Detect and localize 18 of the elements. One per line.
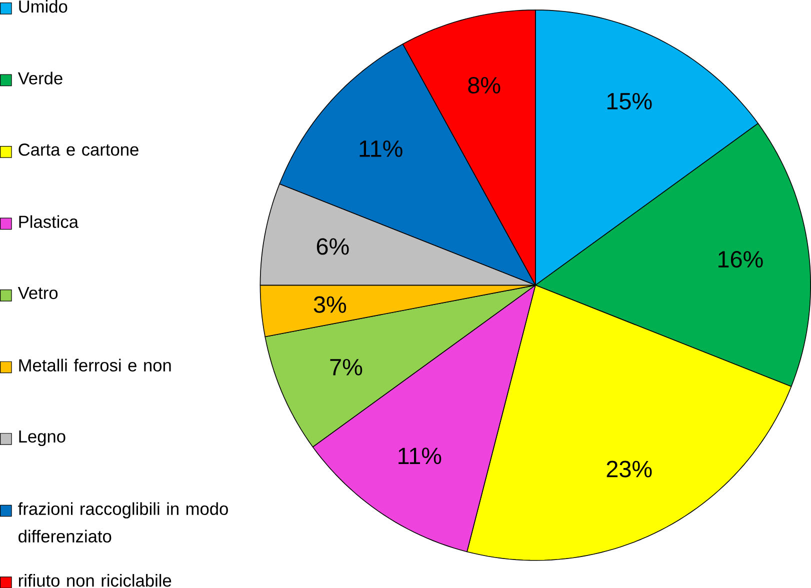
legend-label: Vetro bbox=[18, 286, 58, 299]
data-label: 8% bbox=[468, 76, 500, 94]
data-label: 7% bbox=[330, 358, 362, 376]
legend-label: frazioni raccoglibili in modo differenziato bbox=[18, 502, 228, 542]
data-label: 3% bbox=[314, 296, 346, 313]
legend-label: Metalli ferrosi e non bbox=[19, 358, 171, 372]
legend-label: Carta e cartone bbox=[18, 143, 138, 156]
legend-label: Legno bbox=[19, 430, 66, 446]
legend-label: rifiuto non riciclabile bbox=[18, 574, 172, 587]
legend-label: Plastica bbox=[19, 215, 79, 228]
data-label: 16% bbox=[718, 250, 763, 268]
legend-label: Verde bbox=[18, 72, 62, 84]
data-label: 15% bbox=[607, 92, 652, 110]
data-label: 6% bbox=[316, 238, 349, 255]
data-label: 23% bbox=[606, 460, 652, 478]
data-label: 11% bbox=[398, 447, 442, 464]
legend-label: Umido bbox=[19, 0, 68, 13]
data-label: 11% bbox=[360, 140, 402, 157]
